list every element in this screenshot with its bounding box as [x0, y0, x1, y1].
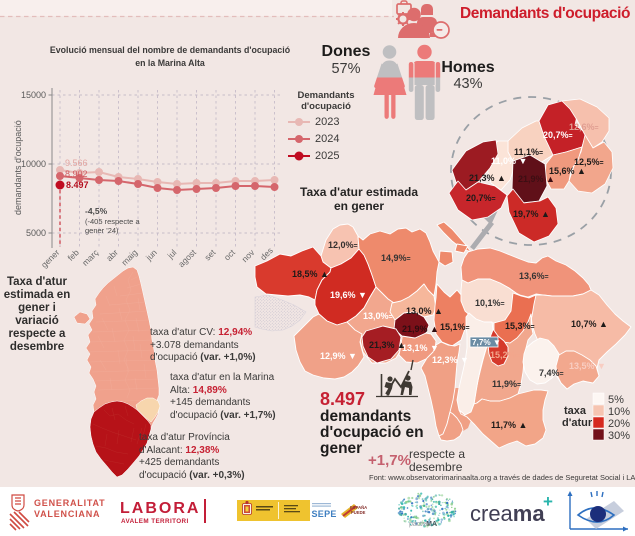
svg-text:20,7%=: 20,7%=: [543, 130, 573, 140]
svg-text:12,3% ▼: 12,3% ▼: [432, 355, 469, 365]
svg-text:20%: 20%: [608, 418, 630, 430]
svg-text:nov: nov: [240, 247, 257, 264]
svg-text:12,5%=: 12,5%=: [574, 157, 604, 167]
svg-text:9.566: 9.566: [65, 158, 88, 168]
svg-text:10000: 10000: [21, 159, 46, 169]
svg-text:11,0% ▼: 11,0% ▼: [491, 156, 527, 166]
svg-text:19,6% ▼: 19,6% ▼: [330, 290, 367, 300]
svg-text:abr: abr: [104, 247, 120, 263]
svg-text:10,1%=: 10,1%=: [475, 298, 505, 308]
svg-text:10%: 10%: [608, 406, 630, 418]
svg-text:feb: feb: [65, 247, 81, 263]
svg-text:13,5% ▼: 13,5% ▼: [569, 361, 606, 371]
svg-text:13,1% ▼: 13,1% ▼: [402, 343, 439, 353]
svg-text:12,6%=: 12,6%=: [569, 122, 599, 132]
svg-text:oct: oct: [222, 247, 238, 263]
svg-text:13,0%=: 13,0%=: [363, 311, 393, 321]
svg-text:15,2%=: 15,2%=: [490, 350, 520, 360]
svg-text:gener: gener: [39, 247, 62, 270]
svg-text:7,4%=: 7,4%=: [539, 368, 564, 378]
svg-text:5000: 5000: [26, 228, 46, 238]
svg-text:18,5% ▲: 18,5% ▲: [292, 269, 329, 279]
svg-text:11,7% ▲: 11,7% ▲: [491, 420, 527, 430]
svg-text:5%: 5%: [608, 394, 624, 406]
svg-text:7,7% ▼: 7,7% ▼: [472, 338, 501, 347]
svg-text:(-405 respecte a: (-405 respecte a: [85, 217, 140, 226]
svg-text:gener '24): gener '24): [85, 226, 119, 235]
svg-text:VALENCIANA: VALENCIANA: [34, 509, 100, 519]
svg-text:21,9% ▲: 21,9% ▲: [518, 174, 555, 184]
svg-text:+: +: [543, 492, 553, 511]
svg-text:jul: jul: [165, 247, 179, 261]
svg-text:21,9% ▲: 21,9% ▲: [402, 324, 439, 334]
svg-text:20,7%=: 20,7%=: [466, 193, 496, 203]
svg-text:21,3% ▲: 21,3% ▲: [369, 340, 406, 350]
svg-text:13,6%=: 13,6%=: [519, 271, 549, 281]
svg-text:15,3%=: 15,3%=: [505, 321, 535, 331]
svg-text:8.497: 8.497: [66, 180, 89, 190]
svg-text:creama: creama: [470, 501, 545, 526]
svg-text:demandants d'ocupació: demandants d'ocupació: [13, 120, 23, 215]
svg-text:jun: jun: [143, 247, 159, 263]
svg-text:21,3% ▲: 21,3% ▲: [469, 173, 506, 183]
svg-text:AVALEM TERRITORI: AVALEM TERRITORI: [121, 518, 189, 525]
svg-text:pacteMA: pacteMA: [409, 521, 437, 528]
svg-text:-4,5%: -4,5%: [85, 206, 108, 216]
svg-text:GENERALITAT: GENERALITAT: [34, 498, 105, 508]
svg-text:13,0% ▲: 13,0% ▲: [406, 306, 443, 316]
svg-text:10,7% ▲: 10,7% ▲: [571, 319, 608, 329]
svg-text:LABORA: LABORA: [120, 500, 200, 517]
svg-text:15,6% ▲: 15,6% ▲: [549, 166, 586, 176]
svg-text:15000: 15000: [21, 90, 46, 100]
svg-text:14,9%=: 14,9%=: [381, 253, 411, 263]
svg-text:maig: maig: [119, 247, 139, 267]
svg-text:19,7% ▲: 19,7% ▲: [513, 209, 550, 219]
svg-text:SEPE: SEPE: [312, 509, 337, 519]
svg-text:11,1%=: 11,1%=: [514, 147, 543, 157]
svg-text:març: març: [80, 247, 101, 268]
svg-text:15,1%=: 15,1%=: [440, 322, 470, 332]
svg-text:12,9% ▼: 12,9% ▼: [320, 351, 357, 361]
svg-text:agost: agost: [176, 247, 198, 269]
svg-text:8.902: 8.902: [65, 169, 88, 179]
svg-text:11,9%=: 11,9%=: [492, 379, 521, 389]
svg-text:30%: 30%: [608, 430, 630, 442]
svg-text:PUEDE: PUEDE: [351, 510, 366, 515]
svg-text:12,0%=: 12,0%=: [328, 240, 358, 250]
svg-text:set: set: [202, 247, 218, 263]
svg-text:ESPAÑA: ESPAÑA: [350, 505, 367, 510]
